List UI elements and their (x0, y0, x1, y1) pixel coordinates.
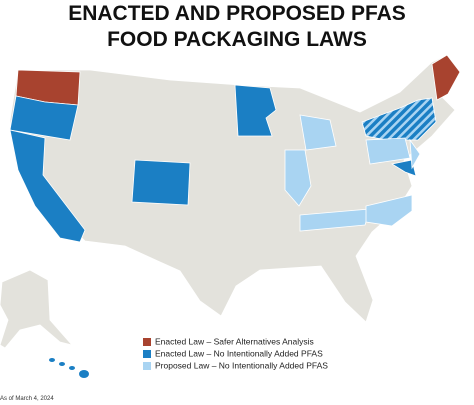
legend-swatch (143, 362, 151, 370)
legend-swatch (143, 350, 151, 358)
state-or (9, 95, 79, 141)
state-co (131, 159, 191, 206)
us-outline (9, 54, 461, 323)
state-pa (365, 137, 411, 165)
legend-label: Enacted Law – Safer Alternatives Analysi… (155, 336, 314, 346)
state-md (390, 159, 417, 177)
state-ak (0, 269, 74, 349)
state-tn (299, 208, 371, 232)
state-nj (409, 138, 421, 170)
title-line: ENACTED AND PROPOSED PFAS (68, 2, 406, 25)
state-il (284, 149, 312, 207)
alaska-hawaii (0, 269, 89, 378)
title-line: FOOD PACKAGING LAWS (107, 28, 367, 51)
legend-swatch (143, 338, 151, 346)
state-mi (299, 114, 337, 151)
state-ny-ne (361, 97, 437, 141)
legend-label: Enacted Law – No Intentionally Added PFA… (155, 348, 323, 358)
legend: Enacted Law – Safer Alternatives Analysi… (143, 336, 328, 370)
state-hi (59, 362, 65, 366)
state-mn (234, 84, 277, 137)
state-hi (69, 366, 75, 370)
state-ca (9, 129, 86, 243)
us-map (9, 54, 461, 323)
state-hi (79, 370, 89, 378)
state-nc (365, 194, 413, 227)
footnote: As of March 4, 2024 (0, 396, 54, 402)
state-me (431, 54, 461, 101)
state-hi (49, 358, 55, 362)
legend-label: Proposed Law – No Intentionally Added PF… (155, 360, 328, 370)
